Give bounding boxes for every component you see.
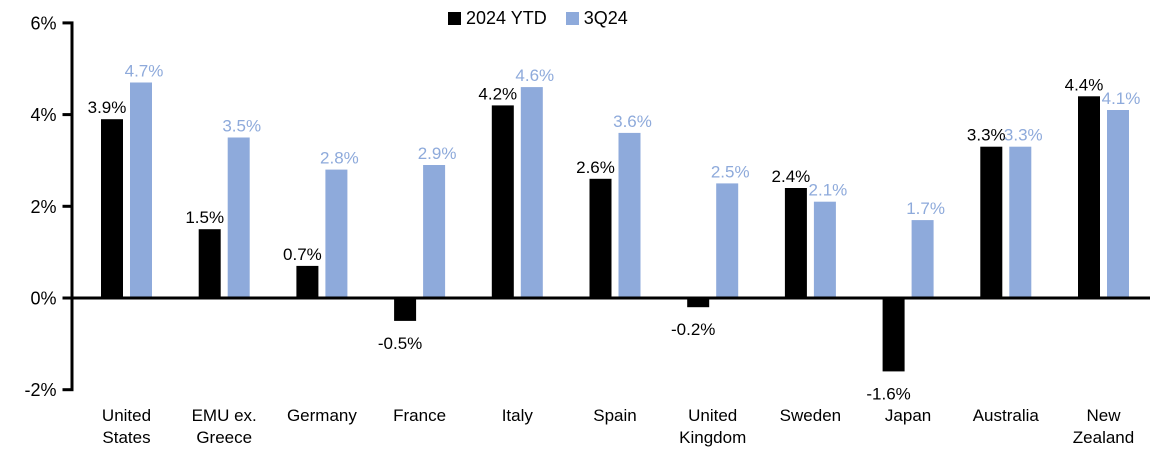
bar-label-3q24-emu-ex-greece: 3.5%	[222, 117, 261, 136]
category-label-new-zealand-line2: Zealand	[1073, 428, 1134, 447]
bar-2024-ytd-sweden	[784, 188, 807, 298]
bar-3q24-spain	[618, 132, 641, 298]
bar-label-3q24-united-states: 4.7%	[125, 62, 164, 81]
bar-3q24-france	[423, 165, 446, 298]
bar-label-2024-ytd-sweden: 2.4%	[772, 167, 811, 186]
y-tick-0	[62, 296, 71, 300]
y-tick-label-4: 4%	[30, 105, 56, 125]
bar-2024-ytd-japan	[882, 298, 905, 372]
category-label-japan: Japan	[885, 406, 931, 425]
category-label-emu-ex-greece-line2: Greece	[196, 428, 252, 447]
bar-label-2024-ytd-germany: 0.7%	[283, 245, 322, 264]
bar-label-2024-ytd-emu-ex-greece: 1.5%	[185, 208, 224, 227]
legend-swatch-2024-ytd-icon	[448, 12, 461, 25]
bar-3q24-new-zealand	[1107, 110, 1129, 298]
bar-3q24-sweden	[813, 201, 836, 298]
bar-label-3q24-france: 2.9%	[418, 144, 457, 163]
category-label-united-kingdom-line1: United	[688, 406, 737, 425]
bar-label-3q24-united-kingdom: 2.5%	[711, 162, 750, 181]
bar-label-2024-ytd-france: -0.5%	[378, 334, 422, 353]
bar-2024-ytd-united-states	[101, 119, 123, 298]
category-label-sweden: Sweden	[780, 406, 841, 425]
bar-2024-ytd-new-zealand	[1078, 96, 1100, 298]
legend-label-2024-ytd: 2024 YTD	[466, 8, 547, 28]
y-tick-6	[62, 21, 71, 25]
y-tick-label-2: 2%	[30, 197, 56, 217]
bar-2024-ytd-spain	[589, 178, 612, 298]
y-tick-2	[62, 204, 71, 208]
bar-2024-ytd-france	[394, 298, 417, 321]
bar-2024-ytd-italy	[491, 105, 514, 299]
legend-swatch-3q24-icon	[565, 12, 579, 25]
category-label-united-states-line2: States	[102, 428, 150, 447]
bar-2024-ytd-australia	[980, 146, 1003, 298]
bar-3q24-italy	[520, 87, 543, 298]
legend-label-3q24: 3Q24	[583, 8, 628, 28]
bar-label-3q24-italy: 4.6%	[515, 66, 554, 85]
bar-label-2024-ytd-new-zealand: 4.4%	[1065, 75, 1104, 94]
bar-3q24-united-states	[130, 82, 152, 298]
category-label-united-kingdom-line2: Kingdom	[679, 428, 746, 447]
y-tick-2	[62, 388, 71, 392]
bar-label-3q24-germany: 2.8%	[320, 149, 359, 168]
bar-3q24-australia	[1009, 146, 1032, 298]
bar-2024-ytd-united-kingdom	[687, 298, 710, 308]
y-tick-label-2: -2%	[24, 380, 56, 400]
category-label-spain: Spain	[593, 406, 636, 425]
chart-legend: 2024 YTD 3Q24	[448, 8, 628, 29]
category-label-germany: Germany	[287, 406, 357, 425]
category-label-italy: Italy	[502, 406, 534, 425]
bar-label-2024-ytd-japan: -1.6%	[866, 384, 910, 403]
bar-label-3q24-australia: 3.3%	[1004, 126, 1043, 145]
category-label-australia: Australia	[973, 406, 1040, 425]
category-label-new-zealand-line1: New	[1086, 406, 1121, 425]
bar-label-2024-ytd-spain: 2.6%	[576, 158, 615, 177]
legend-item-2024-ytd: 2024 YTD	[448, 8, 547, 29]
bar-label-3q24-japan: 1.7%	[906, 199, 945, 218]
y-tick-4	[62, 113, 71, 117]
bar-label-3q24-spain: 3.6%	[613, 112, 652, 131]
x-axis-line	[70, 296, 1150, 300]
category-label-france: France	[393, 406, 446, 425]
bar-3q24-emu-ex-greece	[227, 137, 250, 298]
bar-3q24-germany	[325, 169, 348, 298]
bar-3q24-japan	[911, 220, 934, 298]
y-tick-label-0: 0%	[30, 289, 56, 309]
bar-2024-ytd-emu-ex-greece	[198, 229, 221, 298]
bar-label-3q24-sweden: 2.1%	[809, 181, 848, 200]
y-axis-line	[70, 21, 74, 392]
bar-3q24-united-kingdom	[716, 183, 739, 298]
bar-label-2024-ytd-australia: 3.3%	[967, 126, 1006, 145]
y-tick-label-6: 6%	[30, 13, 56, 33]
bar-2024-ytd-germany	[296, 265, 319, 298]
bar-label-2024-ytd-united-kingdom: -0.2%	[671, 320, 715, 339]
category-label-united-states-line1: United	[102, 406, 151, 425]
bar-label-3q24-new-zealand: 4.1%	[1102, 89, 1141, 108]
legend-item-3q24: 3Q24	[565, 8, 628, 29]
bar-label-2024-ytd-italy: 4.2%	[478, 84, 517, 103]
category-label-emu-ex-greece-line1: EMU ex.	[192, 406, 257, 425]
bar-label-2024-ytd-united-states: 3.9%	[88, 98, 127, 117]
